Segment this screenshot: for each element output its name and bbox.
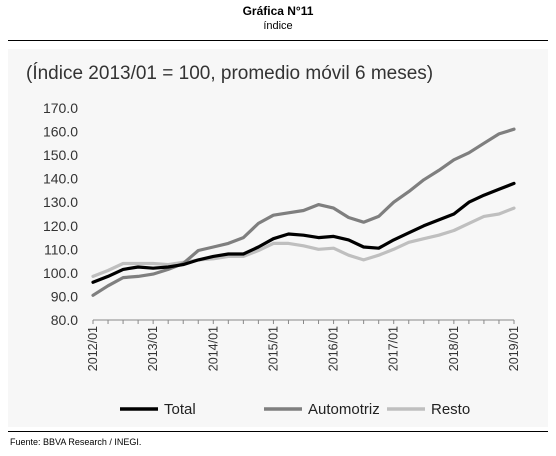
chart-axes: 80.0 90.0 100.0 110.0 120.0 130.0 140.0 150.0 16… (43, 100, 521, 371)
chart-subtitle: (Índice 2013/01 = 100, promedio móvil 6 … (26, 63, 433, 84)
y-tick-label: 90.0 (51, 288, 78, 304)
chart-legend: Total Automotriz Resto (120, 401, 470, 418)
y-tick-label: 160.0 (43, 124, 78, 140)
x-tick-label: 2019/01 (507, 326, 521, 371)
figure-subtitle: índice (263, 20, 293, 32)
top-divider (8, 40, 548, 41)
x-tick-label: 2014/01 (206, 326, 220, 371)
y-tick-label: 130.0 (43, 194, 78, 210)
source-note: Fuente: BBVA Research / INEGI. (10, 437, 142, 447)
y-tick-label: 100.0 (43, 265, 78, 281)
y-tick-label: 120.0 (43, 218, 78, 234)
bottom-divider (8, 431, 548, 432)
series-line-automotriz (91, 127, 516, 297)
series-line-resto (91, 206, 516, 278)
legend-label: Automotriz (308, 401, 380, 418)
x-tick-label: 2017/01 (387, 326, 401, 371)
y-tick-label: 110.0 (44, 241, 78, 257)
x-tick-label: 2016/01 (327, 326, 341, 371)
x-tick-label: 2013/01 (146, 326, 160, 371)
legend-label: Resto (431, 401, 470, 418)
figure-title: Gráfica N°11 (242, 4, 314, 18)
y-tick-label: 170.0 (43, 100, 78, 116)
chart-series (91, 127, 516, 297)
x-tick-label: 2015/01 (266, 326, 280, 371)
y-tick-label: 150.0 (43, 147, 78, 163)
y-tick-label: 80.0 (51, 312, 78, 328)
x-tick-label: 2012/01 (86, 326, 100, 371)
series-line-total (91, 181, 516, 284)
y-tick-label: 140.0 (43, 171, 78, 187)
x-tick-label: 2018/01 (447, 326, 461, 371)
legend-label: Total (164, 401, 196, 418)
